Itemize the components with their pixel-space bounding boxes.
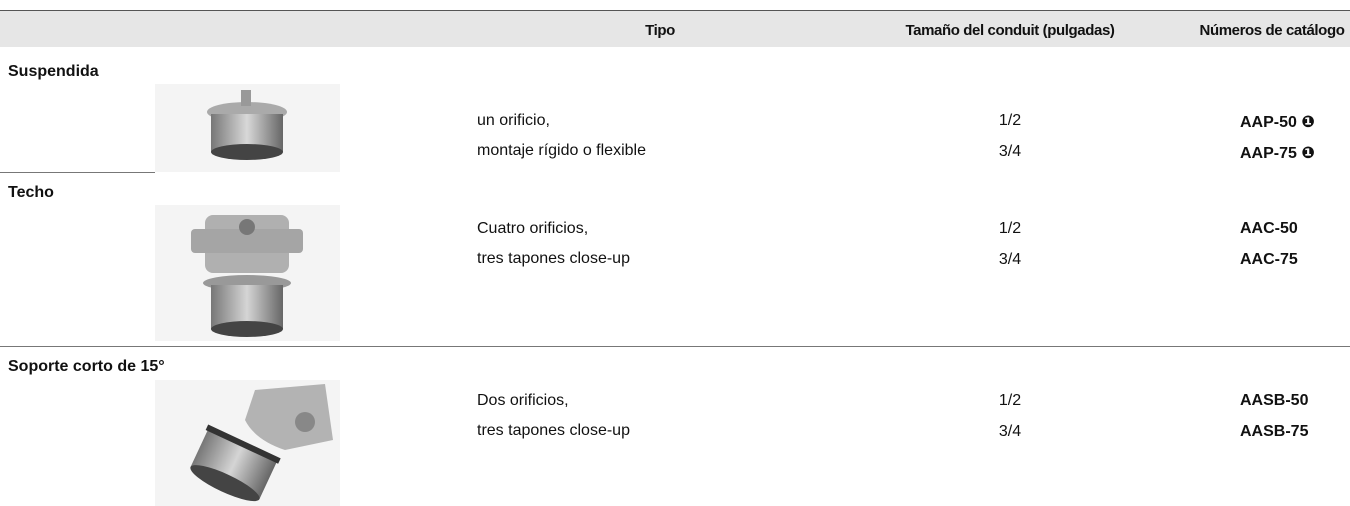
conduit-size: 3/4 bbox=[998, 423, 1022, 440]
catalog-number: AAP-75 ❶ bbox=[1240, 145, 1315, 162]
description-line: tres tapones close-up bbox=[477, 422, 630, 439]
description-line: un orificio, bbox=[477, 112, 550, 129]
description-line: Dos orificios, bbox=[477, 392, 569, 409]
table-header bbox=[0, 10, 1350, 47]
catalog-number: AAP-50 ❶ bbox=[1240, 114, 1315, 131]
row-rule bbox=[340, 172, 1350, 173]
conduit-size: 1/2 bbox=[998, 392, 1022, 409]
section-title: Soporte corto de 15° bbox=[8, 358, 165, 375]
column-header: Números de catálogo bbox=[1199, 22, 1345, 39]
catalog-number: AAC-75 bbox=[1240, 251, 1298, 268]
catalog-number: AAC-50 bbox=[1240, 220, 1298, 237]
conduit-size: 3/4 bbox=[998, 143, 1022, 160]
catalog-number: AASB-75 bbox=[1240, 423, 1309, 440]
column-header: Tipo bbox=[645, 22, 675, 39]
row-rule bbox=[0, 172, 155, 173]
product-image bbox=[155, 380, 340, 506]
conduit-size: 1/2 bbox=[998, 220, 1022, 237]
description-line: Cuatro orificios, bbox=[477, 220, 589, 237]
description-line: tres tapones close-up bbox=[477, 250, 630, 267]
conduit-size: 1/2 bbox=[998, 112, 1022, 129]
conduit-size: 3/4 bbox=[998, 251, 1022, 268]
section-title: Suspendida bbox=[8, 63, 99, 80]
column-header: Tamaño del conduit (pulgadas) bbox=[905, 22, 1115, 39]
product-image bbox=[155, 205, 340, 341]
catalog-number: AASB-50 bbox=[1240, 392, 1309, 409]
section-title: Techo bbox=[8, 184, 54, 201]
product-image bbox=[155, 84, 340, 172]
row-rule bbox=[0, 346, 1350, 347]
description-line: montaje rígido o flexible bbox=[477, 142, 646, 159]
